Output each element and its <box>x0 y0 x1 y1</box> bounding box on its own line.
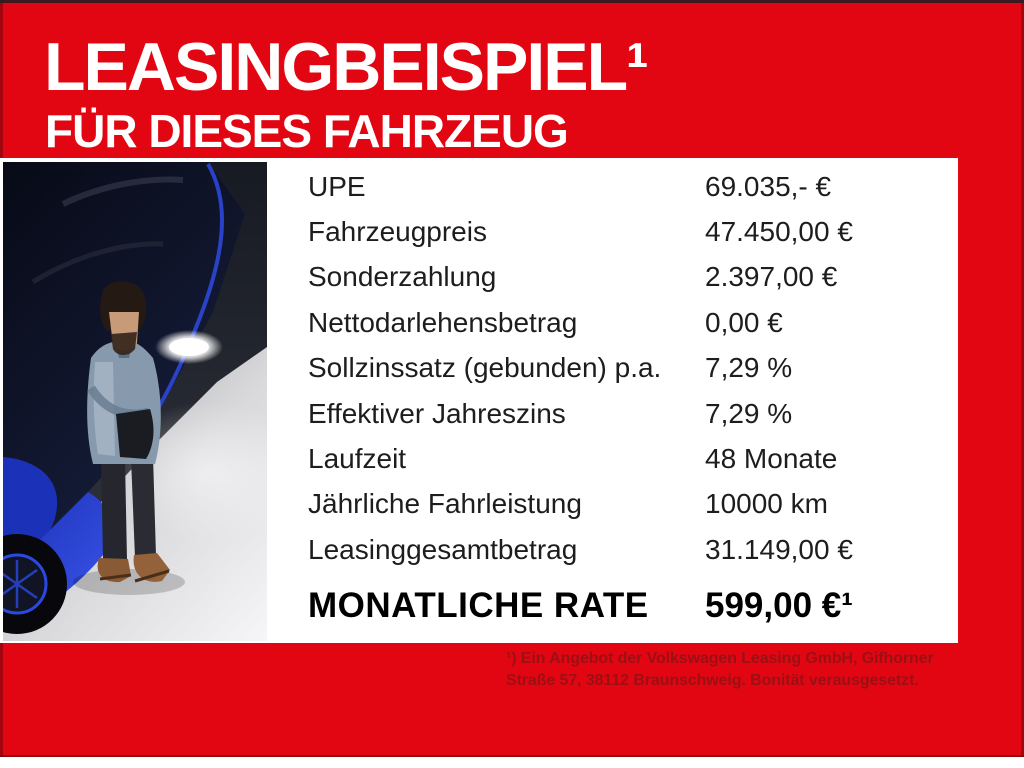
windshield-reflection <box>61 176 184 207</box>
person-figure <box>73 281 185 595</box>
row-label: Laufzeit <box>308 443 407 475</box>
jeans-leg <box>131 456 156 558</box>
jacket-in-hand <box>116 409 154 459</box>
row-value: 10000 km <box>705 488 828 520</box>
roof-reflection <box>31 241 164 285</box>
row-label: Sollzinssatz (gebunden) p.a. <box>308 352 662 384</box>
car-roofline-accent <box>151 163 224 419</box>
row-value: 0,00 € <box>705 306 783 338</box>
header: LEASINGBEISPIEL¹ FÜR DIESES FAHRZEUG <box>44 29 649 157</box>
row-label: Jährliche Fahrleistung <box>308 488 582 520</box>
table-row: Jährliche Fahrleistung 10000 km <box>308 482 944 527</box>
row-value: 31.149,00 € <box>705 533 853 565</box>
page-subtitle: FÜR DIESES FAHRZEUG <box>45 105 569 157</box>
vehicle-photo <box>3 162 267 641</box>
content-panel: UPE 69.035,- € Fahrzeugpreis 47.450,00 €… <box>0 158 958 643</box>
leasing-table: UPE 69.035,- € Fahrzeugpreis 47.450,00 €… <box>308 164 944 633</box>
page-title: LEASINGBEISPIEL¹ <box>44 29 649 105</box>
table-row: UPE 69.035,- € <box>308 164 944 209</box>
car-wheel <box>3 534 67 634</box>
table-row: Fahrzeugpreis 47.450,00 € <box>308 209 944 254</box>
table-row: Effektiver Jahreszins 7,29 % <box>308 391 944 436</box>
row-value: 7,29 % <box>705 397 793 429</box>
row-label: Sonderzahlung <box>308 261 497 293</box>
row-label: Leasinggesamtbetrag <box>308 533 578 565</box>
footnote-line: Straße 57, 38112 Braunschweig. Bonität v… <box>506 671 919 689</box>
table-row: Sonderzahlung 2.397,00 € <box>308 255 944 300</box>
monthly-rate-row: MONATLICHE RATE 599,00 €¹ <box>308 579 944 633</box>
beard <box>111 332 137 355</box>
monthly-rate-value: 599,00 €¹ <box>705 585 853 625</box>
row-value: 47.450,00 € <box>705 216 853 248</box>
jeans-leg <box>101 457 127 560</box>
row-label: Nettodarlehensbetrag <box>308 306 578 338</box>
vehicle-photo-illustration <box>3 162 267 641</box>
footnote: ¹) Ein Angebot der Volkswagen Leasing Gm… <box>506 648 934 691</box>
boot-sole <box>99 569 170 583</box>
footnote-line: ¹) Ein Angebot der Volkswagen Leasing Gm… <box>506 650 934 667</box>
row-value: 2.397,00 € <box>705 261 838 293</box>
row-label: Fahrzeugpreis <box>308 216 487 248</box>
table-row: Sollzinssatz (gebunden) p.a. 7,29 % <box>308 346 944 391</box>
row-label: Effektiver Jahreszins <box>308 397 566 429</box>
headlight-glow <box>155 330 223 364</box>
monthly-rate-label: MONATLICHE RATE <box>308 585 649 625</box>
row-value: 7,29 % <box>705 352 793 384</box>
row-value: 48 Monate <box>705 443 838 475</box>
row-value: 69.035,- € <box>705 170 832 202</box>
table-row: Leasinggesamtbetrag 31.149,00 € <box>308 527 944 572</box>
row-label: UPE <box>308 170 366 202</box>
table-row: Laufzeit 48 Monate <box>308 436 944 481</box>
table-row: Nettodarlehensbetrag 0,00 € <box>308 300 944 345</box>
